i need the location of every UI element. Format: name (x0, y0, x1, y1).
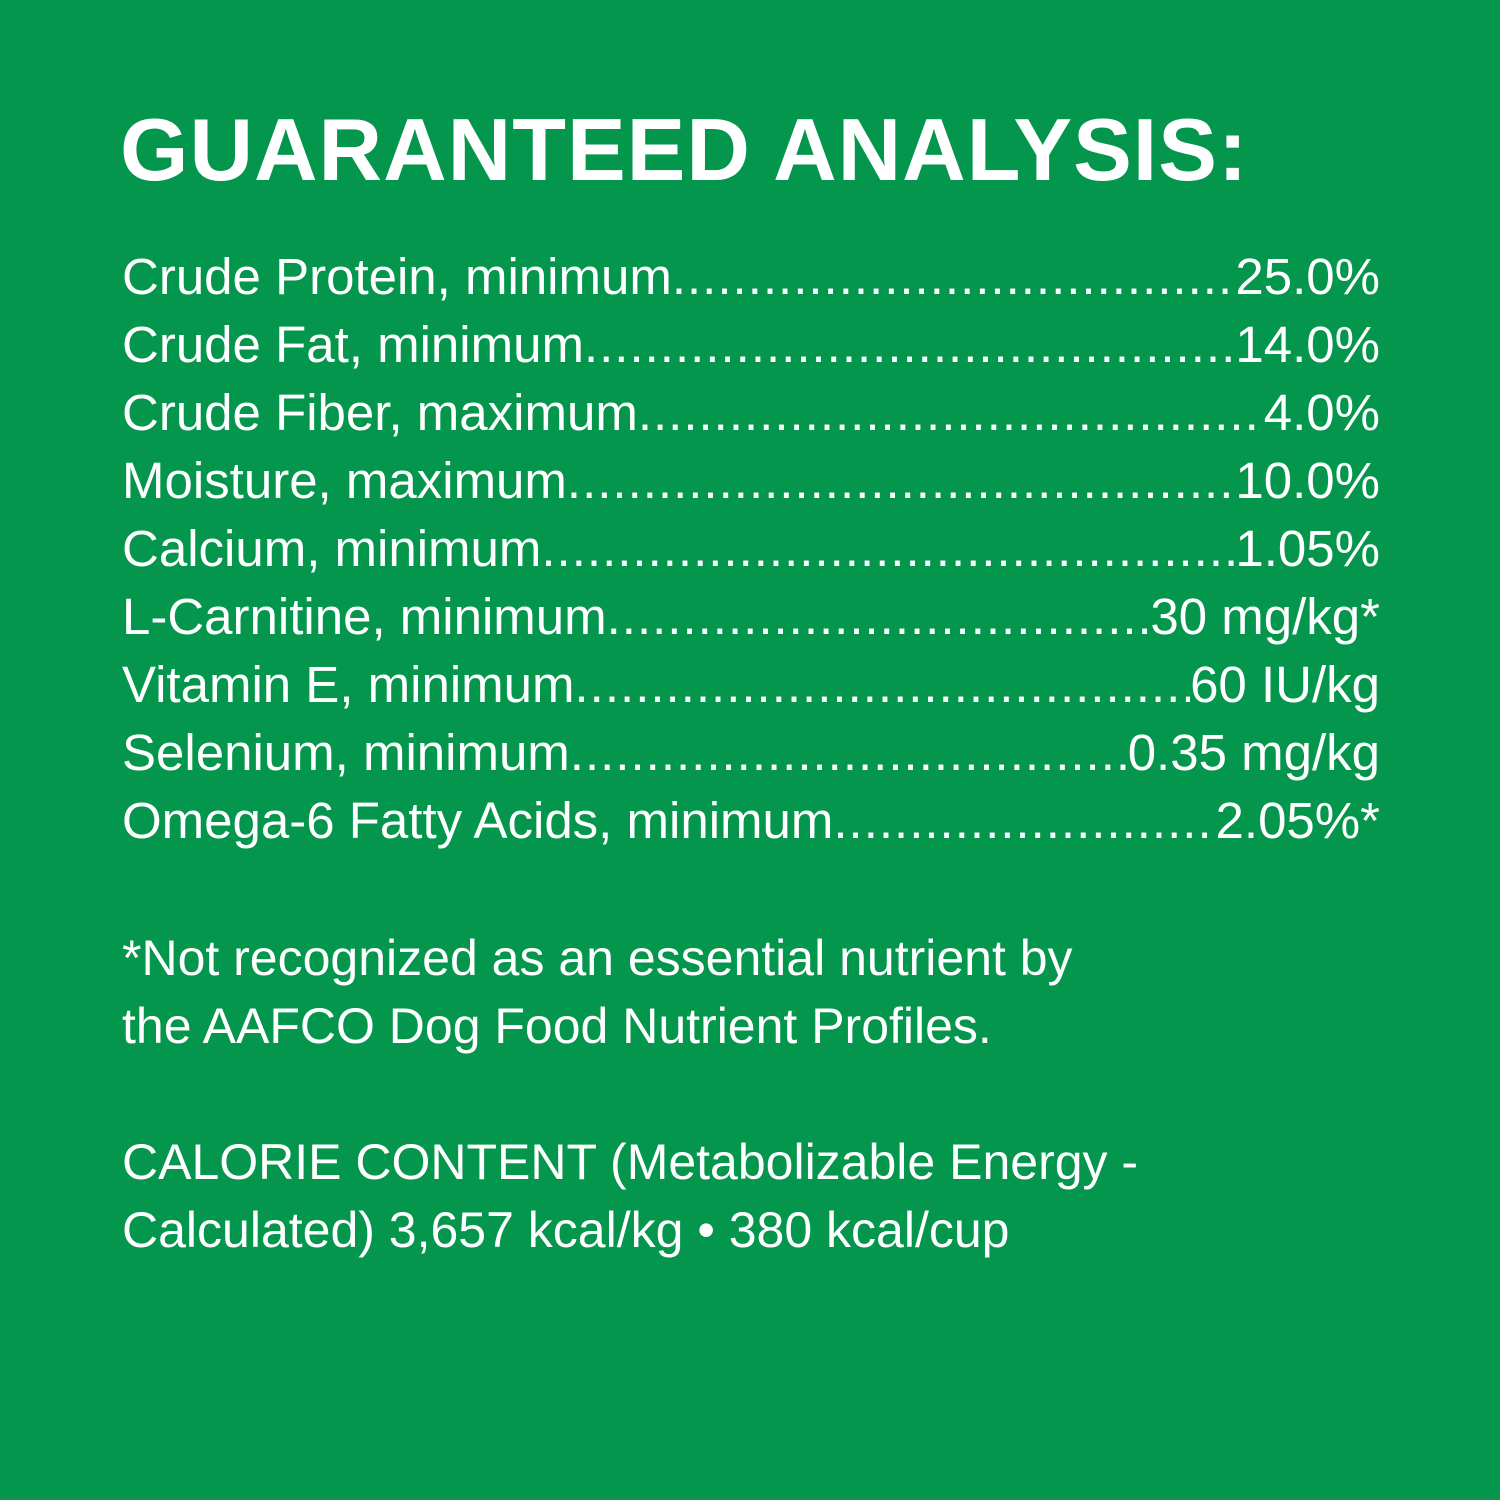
nutrient-value: 0.35 mg/kg (1127, 724, 1380, 781)
footnote: *Not recognized as an essential nutrient… (122, 924, 1073, 1060)
analysis-row: Omega-6 Fatty Acids, minimum 2.05%* (122, 787, 1380, 855)
nutrient-label: Vitamin E, minimum (122, 656, 575, 713)
nutrient-value: 2.05%* (1215, 792, 1380, 849)
footnote-line: *Not recognized as an essential nutrient… (122, 930, 1073, 986)
nutrient-value: 14.0% (1235, 316, 1380, 373)
nutrient-label: Calcium, minimum (122, 520, 542, 577)
analysis-row: Crude Protein, minimum 25.0% (122, 243, 1380, 311)
analysis-row: Calcium, minimum 1.05% (122, 515, 1380, 583)
nutrient-label: Omega-6 Fatty Acids, minimum (122, 792, 834, 849)
dot-leader (584, 311, 1235, 379)
nutrient-value: 30 mg/kg* (1150, 588, 1380, 645)
nutrient-label: Crude Fat, minimum (122, 316, 584, 373)
dot-leader (575, 651, 1191, 719)
dot-leader (672, 243, 1236, 311)
nutrient-label: Moisture, maximum (122, 452, 567, 509)
calorie-line: CALORIE CONTENT (Metabolizable Energy - (122, 1134, 1139, 1190)
dot-leader (638, 379, 1264, 447)
analysis-row: L-Carnitine, minimum 30 mg/kg* (122, 583, 1380, 651)
page-title: GUARANTEED ANALYSIS: (120, 100, 1249, 199)
analysis-row: Selenium, minimum 0.35 mg/kg (122, 719, 1380, 787)
dot-leader (570, 719, 1128, 787)
dot-leader (607, 583, 1151, 651)
analysis-table: Crude Protein, minimum 25.0% Crude Fat, m… (122, 243, 1380, 855)
footnote-line: the AAFCO Dog Food Nutrient Profiles. (122, 998, 992, 1054)
nutrient-value: 4.0% (1263, 384, 1380, 441)
calorie-content: CALORIE CONTENT (Metabolizable Energy - … (122, 1128, 1138, 1264)
nutrient-value: 25.0% (1235, 248, 1380, 305)
nutrient-value: 60 IU/kg (1190, 656, 1380, 713)
calorie-line: Calculated) 3,657 kcal/kg • 380 kcal/cup (122, 1202, 1010, 1258)
dot-leader (567, 447, 1235, 515)
analysis-row: Moisture, maximum 10.0% (122, 447, 1380, 515)
dot-leader (541, 515, 1235, 583)
nutrient-label: Selenium, minimum (122, 724, 570, 781)
nutrient-value: 10.0% (1235, 452, 1380, 509)
nutrient-label: Crude Protein, minimum (122, 248, 672, 305)
nutrient-value: 1.05% (1235, 520, 1380, 577)
analysis-row: Crude Fat, minimum 14.0% (122, 311, 1380, 379)
dot-leader (833, 787, 1215, 855)
analysis-row: Crude Fiber, maximum 4.0% (122, 379, 1380, 447)
analysis-row: Vitamin E, minimum 60 IU/kg (122, 651, 1380, 719)
bottom-border (0, 1497, 1500, 1500)
nutrient-label: L-Carnitine, minimum (122, 588, 607, 645)
nutrient-label: Crude Fiber, maximum (122, 384, 638, 441)
